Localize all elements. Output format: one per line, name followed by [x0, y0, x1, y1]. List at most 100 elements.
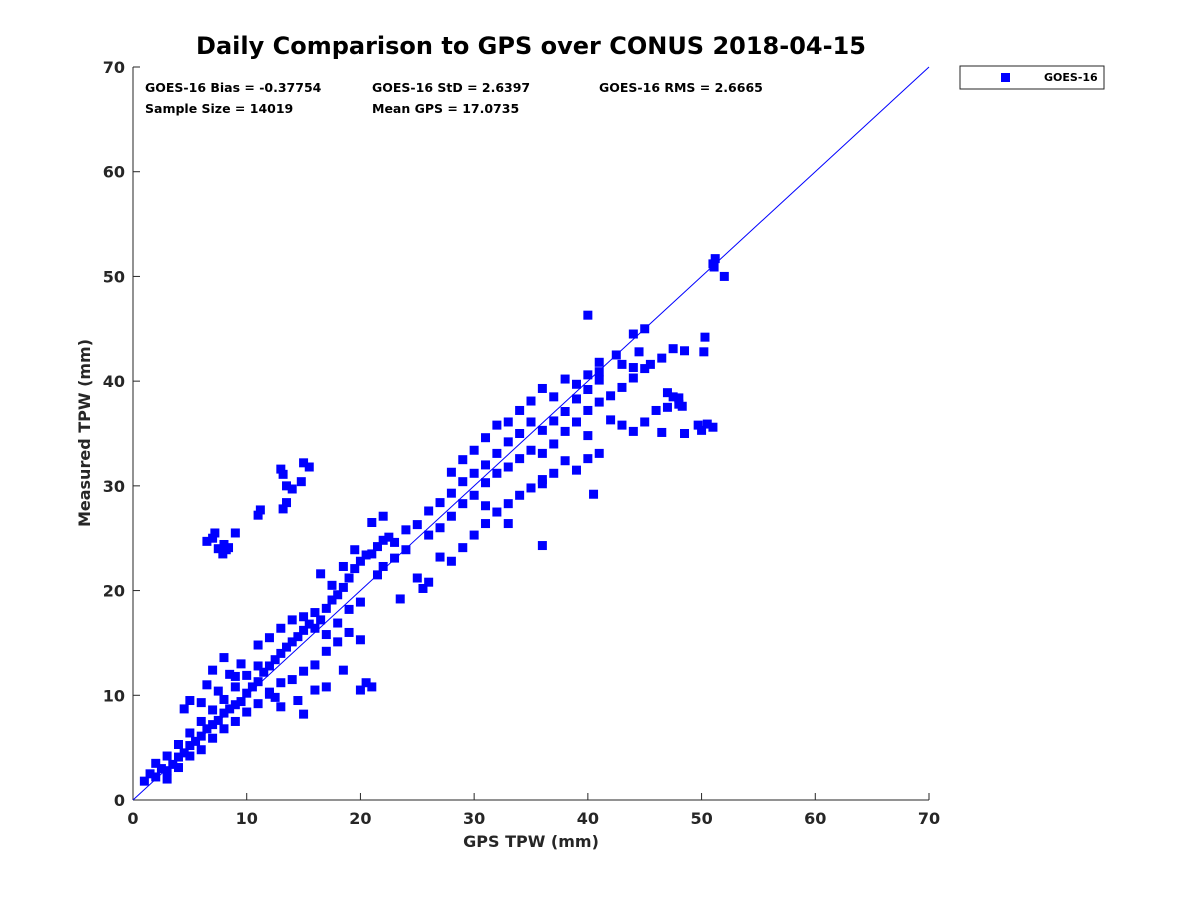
data-point — [276, 623, 286, 633]
data-point — [355, 635, 365, 645]
mean-gps-stat: Mean GPS = 17.0735 — [372, 101, 519, 116]
data-point — [571, 394, 581, 404]
data-point — [662, 402, 672, 412]
y-tick-label: 10 — [103, 686, 125, 705]
data-point — [355, 597, 365, 607]
data-point — [296, 477, 306, 487]
data-point — [278, 504, 288, 514]
data-point — [242, 670, 252, 680]
data-point — [270, 655, 280, 665]
data-point — [674, 393, 684, 403]
data-point — [287, 484, 297, 494]
data-point — [503, 519, 513, 529]
data-point — [219, 539, 229, 549]
data-point — [299, 458, 309, 468]
data-point — [230, 716, 240, 726]
data-point — [469, 445, 479, 455]
data-point — [680, 346, 690, 356]
data-point — [259, 667, 269, 677]
data-point — [680, 429, 690, 438]
data-point — [424, 530, 434, 540]
data-point — [571, 417, 581, 427]
data-point — [196, 698, 206, 708]
data-point — [719, 271, 729, 281]
data-point — [583, 454, 593, 464]
data-point — [310, 685, 320, 695]
data-point — [162, 751, 172, 761]
data-point — [316, 615, 326, 625]
data-point — [168, 759, 178, 769]
bias-stat: GOES-16 Bias = -0.37754 — [145, 80, 322, 95]
data-point — [316, 569, 326, 579]
data-point — [276, 464, 286, 474]
data-point — [526, 445, 536, 455]
data-point — [299, 612, 309, 622]
data-point — [282, 481, 292, 491]
data-point — [191, 736, 201, 746]
data-point — [355, 556, 365, 566]
y-ticks: 0 10 20 30 40 50 60 70 — [103, 58, 140, 810]
data-point — [458, 455, 468, 465]
chart-title: Daily Comparison to GPS over CONUS 2018-… — [196, 32, 866, 60]
data-point — [628, 426, 638, 436]
x-tick-label: 0 — [127, 809, 138, 828]
data-point — [549, 439, 559, 449]
data-point — [492, 420, 502, 430]
data-point — [293, 696, 303, 706]
data-point — [162, 766, 172, 776]
data-point — [264, 687, 274, 697]
legend: GOES-16 — [959, 65, 1105, 90]
data-point — [424, 506, 434, 516]
data-point — [282, 498, 292, 508]
data-point — [287, 675, 297, 685]
data-point — [594, 375, 604, 385]
data-point — [270, 692, 280, 702]
data-point — [526, 396, 536, 406]
data-point — [697, 425, 707, 435]
data-point — [424, 577, 434, 587]
data-point — [589, 489, 599, 499]
data-point — [617, 420, 627, 430]
data-point — [253, 510, 263, 520]
data-point — [372, 542, 382, 552]
data-point — [350, 545, 360, 555]
data-point — [299, 709, 309, 719]
data-point — [338, 665, 348, 675]
data-point — [145, 769, 155, 779]
data-point — [247, 682, 257, 692]
data-point — [321, 682, 331, 692]
data-point — [287, 637, 297, 647]
data-point — [435, 552, 445, 562]
data-point — [208, 533, 218, 543]
data-point — [709, 262, 719, 272]
data-point — [367, 549, 377, 559]
data-point — [327, 580, 337, 590]
data-point — [594, 397, 604, 407]
data-point — [390, 553, 400, 563]
data-point — [173, 740, 183, 750]
data-point — [208, 705, 218, 715]
data-point — [412, 573, 422, 583]
data-point — [645, 359, 655, 369]
data-point — [583, 385, 593, 395]
data-point — [230, 700, 240, 710]
y-axis-label: Measured TPW (mm) — [75, 339, 94, 527]
data-point — [344, 573, 354, 583]
data-point — [668, 344, 678, 354]
data-point — [276, 702, 286, 712]
data-point — [361, 550, 371, 560]
data-point — [634, 347, 644, 357]
data-point — [327, 595, 337, 605]
data-point — [253, 640, 263, 650]
x-tick-label: 40 — [577, 809, 599, 828]
data-point — [617, 359, 627, 369]
data-point — [242, 688, 252, 698]
data-point — [304, 619, 314, 629]
data-point — [662, 388, 672, 398]
data-point — [321, 603, 331, 613]
data-point — [640, 364, 650, 374]
data-point — [218, 549, 228, 559]
data-point — [515, 429, 525, 438]
data-point — [173, 752, 183, 762]
data-point — [537, 383, 547, 393]
